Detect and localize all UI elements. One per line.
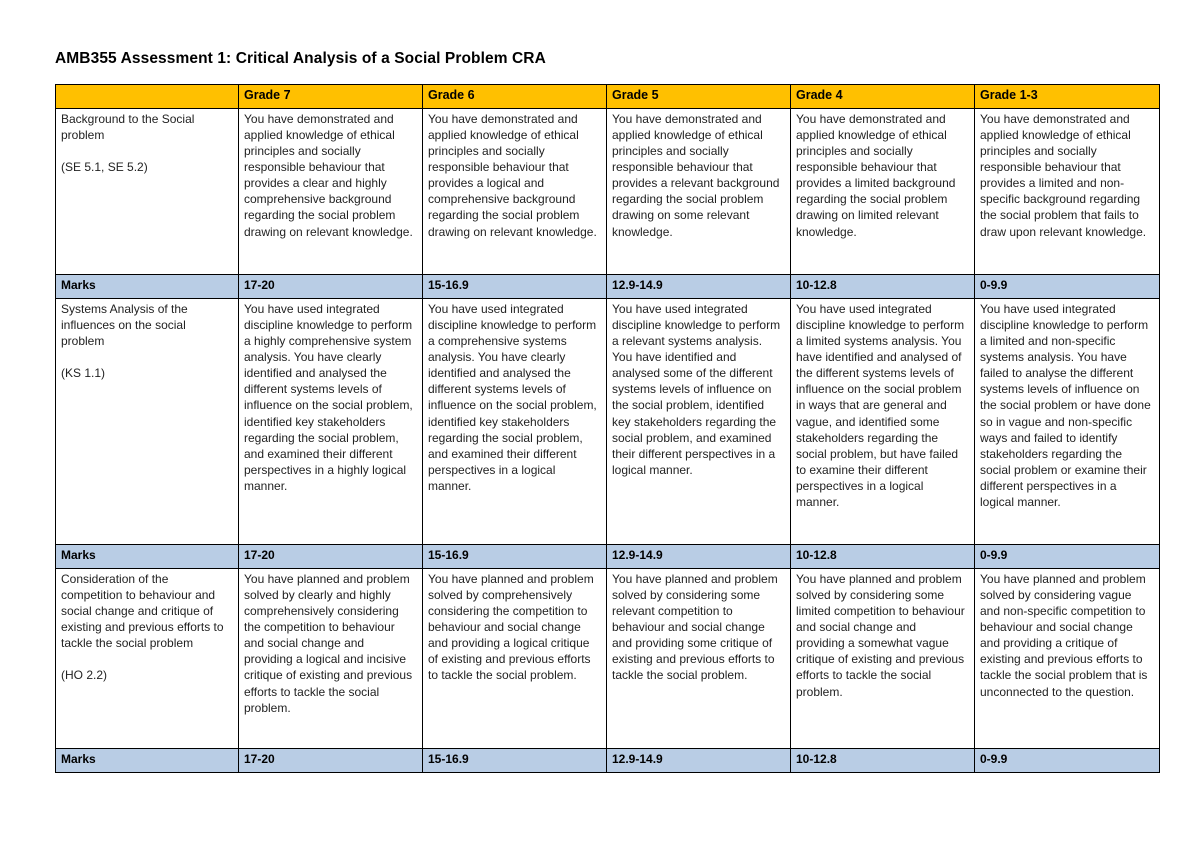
marks-value: 0-9.9 xyxy=(974,274,1160,299)
grade-7-cell: You have used integrated discipline know… xyxy=(238,298,423,545)
criterion-title: Background to the Social problem xyxy=(61,112,195,143)
header-cell-grade-7: Grade 7 xyxy=(238,84,423,109)
criterion-code: (KS 1.1) xyxy=(61,366,106,381)
grade-1-3-cell: You have used integrated discipline know… xyxy=(974,298,1160,545)
rubric-table: Grade 7 Grade 6 Grade 5 Grade 4 Grade 1-… xyxy=(55,84,1160,773)
marks-value: 15-16.9 xyxy=(422,274,607,299)
header-cell-criteria xyxy=(55,84,239,109)
marks-value: 0-9.9 xyxy=(974,748,1160,773)
criterion-code: (SE 5.1, SE 5.2) xyxy=(61,159,148,174)
marks-value: 10-12.8 xyxy=(790,274,975,299)
criterion-cell: Systems Analysis of the influences on th… xyxy=(55,298,239,545)
grade-1-3-cell: You have demonstrated and applied knowle… xyxy=(974,108,1160,275)
marks-row: Marks 17-20 15-16.9 12.9-14.9 10-12.8 0-… xyxy=(55,748,1160,773)
marks-value: 10-12.8 xyxy=(790,544,975,569)
marks-value: 10-12.8 xyxy=(790,748,975,773)
marks-value: 15-16.9 xyxy=(422,544,607,569)
marks-label: Marks xyxy=(55,274,239,299)
criterion-title: Systems Analysis of the influences on th… xyxy=(61,302,188,349)
grade-4-cell: You have demonstrated and applied knowle… xyxy=(790,108,975,275)
grade-7-cell: You have planned and problem solved by c… xyxy=(238,568,423,749)
grade-7-cell: You have demonstrated and applied knowle… xyxy=(238,108,423,275)
marks-label: Marks xyxy=(55,748,239,773)
grade-4-cell: You have used integrated discipline know… xyxy=(790,298,975,545)
grade-5-cell: You have demonstrated and applied knowle… xyxy=(606,108,791,275)
header-cell-grade-6: Grade 6 xyxy=(422,84,607,109)
grade-6-cell: You have used integrated discipline know… xyxy=(422,298,607,545)
grade-5-cell: You have used integrated discipline know… xyxy=(606,298,791,545)
criterion-title: Consideration of the competition to beha… xyxy=(61,572,224,651)
criterion-row-systems-analysis: Systems Analysis of the influences on th… xyxy=(55,298,1160,545)
page-title: AMB355 Assessment 1: Critical Analysis o… xyxy=(55,50,546,67)
header-cell-grade-5: Grade 5 xyxy=(606,84,791,109)
marks-value: 17-20 xyxy=(238,274,423,299)
marks-value: 17-20 xyxy=(238,544,423,569)
grade-5-cell: You have planned and problem solved by c… xyxy=(606,568,791,749)
marks-value: 12.9-14.9 xyxy=(606,748,791,773)
grade-6-cell: You have demonstrated and applied knowle… xyxy=(422,108,607,275)
marks-value: 12.9-14.9 xyxy=(606,544,791,569)
criterion-row-background: Background to the Social problem (SE 5.1… xyxy=(55,108,1160,275)
header-row: Grade 7 Grade 6 Grade 5 Grade 4 Grade 1-… xyxy=(55,84,1160,109)
marks-row: Marks 17-20 15-16.9 12.9-14.9 10-12.8 0-… xyxy=(55,544,1160,569)
marks-value: 12.9-14.9 xyxy=(606,274,791,299)
criterion-code: (HO 2.2) xyxy=(61,668,108,683)
header-cell-grade-1-3: Grade 1-3 xyxy=(974,84,1160,109)
marks-row: Marks 17-20 15-16.9 12.9-14.9 10-12.8 0-… xyxy=(55,274,1160,299)
criterion-row-competition: Consideration of the competition to beha… xyxy=(55,568,1160,749)
grade-4-cell: You have planned and problem solved by c… xyxy=(790,568,975,749)
marks-value: 17-20 xyxy=(238,748,423,773)
marks-value: 15-16.9 xyxy=(422,748,607,773)
grade-6-cell: You have planned and problem solved by c… xyxy=(422,568,607,749)
marks-label: Marks xyxy=(55,544,239,569)
criterion-cell: Background to the Social problem (SE 5.1… xyxy=(55,108,239,275)
marks-value: 0-9.9 xyxy=(974,544,1160,569)
criterion-cell: Consideration of the competition to beha… xyxy=(55,568,239,749)
header-cell-grade-4: Grade 4 xyxy=(790,84,975,109)
grade-1-3-cell: You have planned and problem solved by c… xyxy=(974,568,1160,749)
